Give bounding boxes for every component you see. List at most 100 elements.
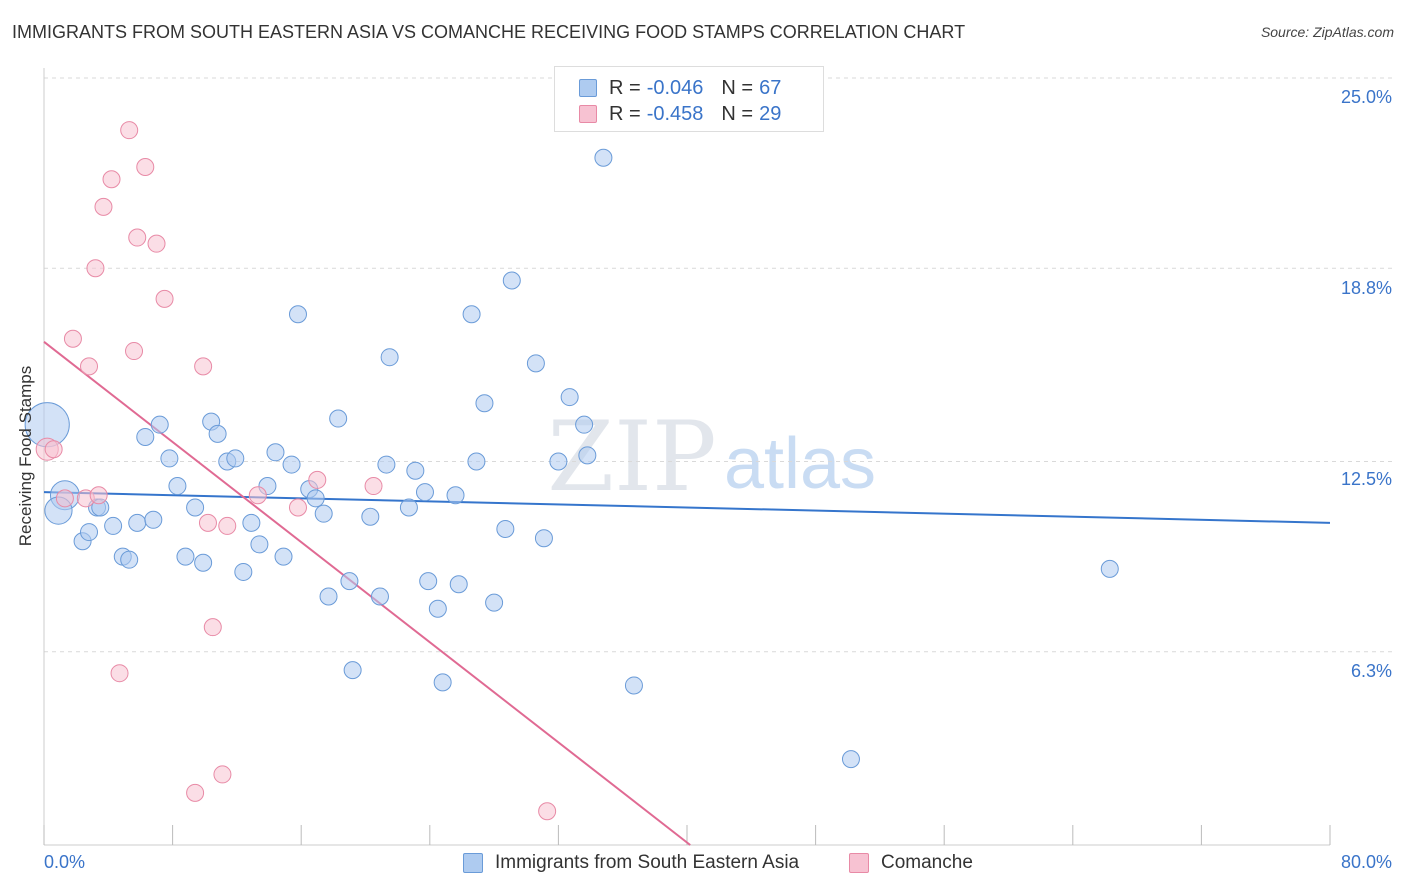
data-point-comanche bbox=[538, 802, 557, 821]
y-axis-label: Receiving Food Stamps bbox=[16, 365, 35, 547]
data-point-comanche bbox=[125, 342, 144, 361]
data-point-immigrants bbox=[446, 486, 465, 505]
source-label: Source: ZipAtlas.com bbox=[1260, 24, 1394, 40]
legend-row-pink: R = -0.458 N = 29 bbox=[579, 103, 781, 125]
data-point-comanche bbox=[63, 329, 82, 348]
data-point-comanche bbox=[80, 357, 99, 376]
data-point-comanche bbox=[308, 470, 327, 489]
data-point-immigrants bbox=[329, 409, 348, 428]
data-point-comanche bbox=[198, 513, 217, 532]
data-point-comanche bbox=[102, 170, 121, 189]
data-point-immigrants bbox=[449, 575, 468, 594]
data-point-immigrants bbox=[624, 676, 643, 695]
data-point-immigrants bbox=[128, 513, 147, 532]
legend-series-label: Immigrants from South Eastern Asia bbox=[495, 852, 800, 873]
data-point-immigrants bbox=[428, 599, 447, 618]
data-point-immigrants bbox=[380, 348, 399, 367]
data-point-comanche bbox=[89, 486, 108, 505]
legend-n-value: 67 bbox=[759, 76, 782, 99]
data-point-immigrants bbox=[534, 529, 553, 548]
legend-n-label: N = bbox=[721, 102, 754, 125]
data-point-immigrants bbox=[319, 587, 338, 606]
data-point-immigrants bbox=[250, 535, 269, 554]
data-point-comanche bbox=[213, 765, 232, 784]
data-point-comanche bbox=[288, 498, 307, 517]
data-point-immigrants bbox=[433, 673, 452, 692]
legend-n-label: N = bbox=[721, 76, 754, 99]
data-point-immigrants bbox=[80, 523, 99, 542]
data-point-immigrants bbox=[242, 513, 261, 532]
data-point-immigrants bbox=[234, 562, 253, 581]
legend-swatch-pink bbox=[849, 853, 869, 873]
data-point-immigrants bbox=[340, 572, 359, 591]
legend-swatch-pink bbox=[579, 105, 597, 123]
data-point-immigrants bbox=[288, 305, 307, 324]
data-point-comanche bbox=[55, 489, 74, 508]
data-point-immigrants bbox=[415, 483, 434, 502]
legend-row-blue: R = -0.046 N = 67 bbox=[579, 77, 781, 99]
data-point-immigrants bbox=[120, 550, 139, 569]
data-point-comanche bbox=[155, 289, 174, 308]
data-point-immigrants bbox=[462, 305, 481, 324]
data-point-immigrants bbox=[406, 461, 425, 480]
y-tick-label: 18.8% bbox=[1340, 278, 1392, 298]
data-point-immigrants bbox=[194, 553, 213, 572]
data-point-immigrants bbox=[549, 452, 568, 471]
data-point-immigrants bbox=[377, 455, 396, 474]
data-point-immigrants bbox=[502, 271, 521, 290]
chart-title: IMMIGRANTS FROM SOUTH EASTERN ASIA VS CO… bbox=[12, 22, 966, 42]
data-point-immigrants bbox=[1100, 559, 1119, 578]
legend-series-label: Comanche bbox=[881, 852, 973, 873]
data-point-comanche bbox=[44, 440, 63, 459]
data-point-immigrants bbox=[575, 415, 594, 434]
data-point-immigrants bbox=[560, 388, 579, 407]
data-point-immigrants bbox=[485, 593, 504, 612]
data-point-immigrants bbox=[104, 516, 123, 535]
bottom-legend-item-pink: Comanche bbox=[849, 852, 973, 874]
x-tick-label-max: 80.0% bbox=[1340, 852, 1392, 872]
data-point-immigrants bbox=[841, 750, 860, 769]
data-point-immigrants bbox=[266, 443, 285, 462]
data-point-immigrants bbox=[136, 427, 155, 446]
watermark-atlas: atlas bbox=[724, 424, 876, 504]
watermark-zip: ZIP bbox=[547, 401, 716, 513]
x-tick-label-min: 0.0% bbox=[44, 852, 86, 872]
y-tick-label: 25.0% bbox=[1340, 87, 1392, 107]
legend-n-value: 29 bbox=[759, 102, 782, 125]
data-point-comanche bbox=[136, 157, 155, 176]
data-point-immigrants bbox=[578, 446, 597, 465]
data-point-immigrants bbox=[467, 452, 486, 471]
data-point-immigrants bbox=[226, 449, 245, 468]
data-point-immigrants bbox=[208, 424, 227, 443]
data-point-immigrants bbox=[370, 587, 389, 606]
data-point-comanche bbox=[218, 516, 237, 535]
data-point-immigrants bbox=[314, 504, 333, 523]
data-point-immigrants bbox=[306, 489, 325, 508]
correlation-legend: R = -0.046 N = 67 R = -0.458 N = 29 bbox=[554, 66, 824, 132]
legend-r-label: R = bbox=[609, 76, 641, 99]
data-point-comanche bbox=[147, 234, 166, 253]
y-tick-label: 6.3% bbox=[1350, 661, 1392, 681]
data-point-immigrants bbox=[399, 498, 418, 517]
data-point-immigrants bbox=[274, 547, 293, 566]
data-point-immigrants bbox=[419, 572, 438, 591]
data-point-comanche bbox=[110, 664, 129, 683]
data-point-immigrants bbox=[160, 449, 179, 468]
legend-swatch-blue bbox=[579, 79, 597, 97]
data-point-immigrants bbox=[150, 415, 169, 434]
data-point-immigrants bbox=[475, 394, 494, 413]
legend-r-label: R = bbox=[609, 102, 641, 125]
data-point-comanche bbox=[186, 783, 205, 802]
data-point-comanche bbox=[248, 486, 267, 505]
data-point-comanche bbox=[86, 259, 105, 278]
bottom-legend-item-blue: Immigrants from South Eastern Asia bbox=[463, 852, 799, 874]
legend-swatch-blue bbox=[463, 853, 483, 873]
data-point-immigrants bbox=[496, 519, 515, 538]
data-point-immigrants bbox=[176, 547, 195, 566]
data-point-immigrants bbox=[282, 455, 301, 474]
legend-r-value: -0.458 bbox=[646, 102, 704, 125]
data-point-immigrants bbox=[343, 661, 362, 680]
data-point-immigrants bbox=[361, 507, 380, 526]
data-point-immigrants bbox=[186, 498, 205, 517]
